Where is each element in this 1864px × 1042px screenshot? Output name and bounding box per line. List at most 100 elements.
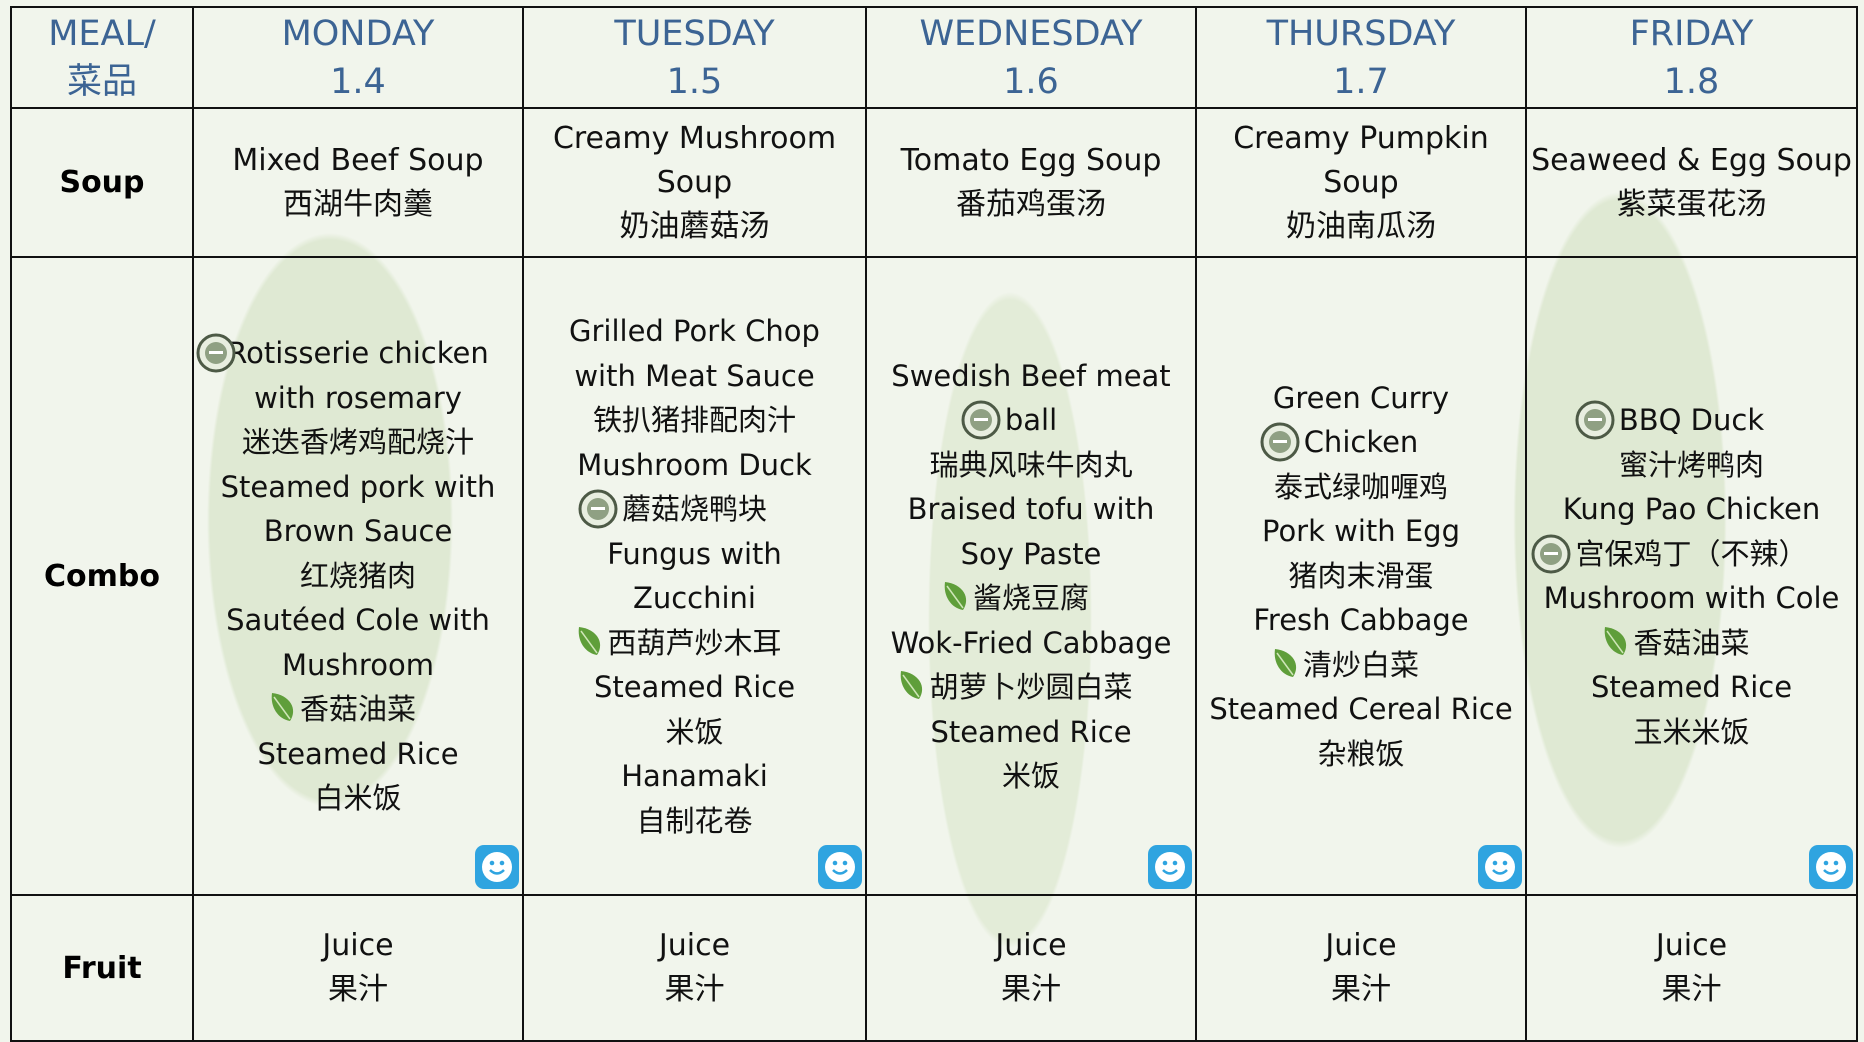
smile-icon — [1148, 845, 1192, 889]
table-cell: Juice 果汁 — [1527, 896, 1858, 1042]
menu-line: Fresh Cabbage — [1253, 603, 1469, 638]
menu-line: Juice — [658, 928, 731, 963]
table-cell: Green Curry Chicken 泰式绿咖喱鸡 Pork with Egg 猪肉末… — [1197, 258, 1527, 896]
menu-line: 米饭 — [665, 714, 724, 749]
menu-line: 果汁 — [664, 972, 725, 1007]
menu-line: 蘑菇烧鸭块 — [621, 492, 767, 526]
header-text: 1.6 — [1003, 61, 1059, 102]
menu-line: 西湖牛肉羹 — [283, 186, 433, 222]
menu-line: 玉米米饭 — [1633, 714, 1750, 749]
menu-line: Braised tofu with — [907, 492, 1155, 526]
leaf-icon — [900, 671, 923, 699]
header-text: 菜品 — [66, 61, 137, 102]
menu-line: Rotisserie chicken — [227, 336, 489, 371]
menu-line: with Meat Sauce — [574, 358, 815, 393]
table-cell: Soup — [10, 109, 194, 258]
menu-line: Pork with Egg — [1261, 514, 1460, 549]
row-label: Fruit — [62, 950, 142, 986]
leaf-icon — [271, 693, 294, 721]
row-label: Soup — [59, 165, 145, 200]
halal-icon — [196, 333, 236, 373]
menu-line: Chicken — [1303, 425, 1419, 460]
menu-line: Tomato Egg Soup — [900, 142, 1162, 178]
menu-line: Steamed Rice — [930, 714, 1132, 749]
table-cell: Juice 果汁 — [194, 896, 524, 1042]
menu-line: Juice — [1325, 928, 1397, 963]
menu-line: Creamy Mushroom — [552, 120, 837, 156]
table-cell: Swedish Beef meat ball 瑞典风味牛肉丸 Braised tofu… — [867, 258, 1197, 896]
menu-line: Wok-Fried Cabbage — [890, 625, 1172, 660]
menu-line: Juice — [995, 928, 1067, 963]
menu-line: Kung Pao Chicken — [1562, 492, 1821, 526]
table-cell: Juice 果汁 — [524, 896, 867, 1042]
menu-line: Steamed Rice — [257, 736, 459, 771]
menu-line: 自制花卷 — [636, 803, 753, 838]
menu-line: 杂粮饭 — [1317, 736, 1405, 771]
menu-line: 西葫芦炒木耳 — [607, 625, 782, 660]
menu-line: 紫菜蛋花汤 — [1616, 186, 1767, 222]
leaf-icon — [944, 582, 967, 610]
smile-icon — [1478, 845, 1522, 889]
leaf-icon — [1274, 649, 1297, 677]
table-cell: FRIDAY 1.8 — [1527, 6, 1858, 109]
menu-line: Steamed Rice — [593, 670, 796, 704]
menu-line: Steamed pork with — [220, 469, 496, 504]
table-cell: THURSDAY 1.7 — [1197, 6, 1527, 109]
menu-line: BBQ Duck — [1618, 403, 1765, 437]
header-text: 1.8 — [1663, 61, 1720, 102]
table-cell: Juice 果汁 — [1197, 896, 1527, 1042]
header-text: THURSDAY — [1266, 13, 1456, 54]
menu-line: Juice — [322, 928, 394, 963]
header-text: WEDNESDAY — [919, 13, 1143, 54]
menu-line: ball — [1004, 403, 1058, 437]
menu-line: 猪肉末滑蛋 — [1288, 558, 1434, 593]
menu-line: Zucchini — [632, 581, 756, 615]
menu-line: 蜜汁烤鸭肉 — [1618, 447, 1764, 482]
menu-line: Steamed Rice — [1590, 670, 1793, 704]
menu-line: 米饭 — [1001, 759, 1060, 793]
menu-line: 番茄鸡蛋汤 — [956, 186, 1106, 222]
menu-line: Sautéed Cole with — [226, 603, 490, 638]
menu-line: 宫保鸡丁（不辣） — [1575, 536, 1808, 571]
header-text: 1.7 — [1333, 61, 1389, 102]
menu-line: Mixed Beef Soup — [232, 142, 484, 178]
table-cell: Creamy Pumpkin Soup 奶油南瓜汤 — [1197, 109, 1527, 258]
menu-line: Steamed Cereal Rice — [1209, 692, 1513, 727]
menu-line: Soup — [1323, 164, 1399, 200]
menu-line: 奶油蘑菇汤 — [619, 208, 770, 244]
header-text: FRIDAY — [1629, 13, 1754, 54]
menu-line: 迷迭香烤鸡配烧汁 — [241, 425, 474, 460]
menu-line: Mushroom with Cole — [1543, 581, 1840, 615]
menu-line: Mushroom Duck — [577, 447, 812, 482]
menu-line: Brown Sauce — [263, 514, 453, 549]
row-label: Combo — [44, 558, 160, 594]
menu-line: 果汁 — [1661, 972, 1722, 1007]
menu-line: with rosemary — [254, 380, 462, 415]
header-text: MONDAY — [281, 13, 435, 54]
smile-icon — [475, 845, 519, 889]
table-cell: BBQ Duck 蜜汁烤鸭肉 Kung Pao Chicken 宫保鸡丁（不辣） Mus… — [1527, 258, 1858, 896]
menu-line: 果汁 — [328, 972, 388, 1007]
menu-line: 红烧猪肉 — [299, 558, 416, 593]
menu-line: 香菇油菜 — [299, 692, 416, 727]
leaf-icon — [578, 627, 601, 655]
menu-line: 香菇油菜 — [1633, 625, 1750, 660]
menu-line: 酱烧豆腐 — [972, 581, 1089, 615]
halal-icon — [1531, 534, 1571, 574]
table-cell: MONDAY 1.4 — [194, 6, 524, 109]
header-text: 1.4 — [330, 61, 386, 102]
menu-line: Fungus with — [607, 536, 782, 571]
menu-line: Green Curry — [1272, 380, 1450, 415]
table-cell: Seaweed & Egg Soup 紫菜蛋花汤 — [1527, 109, 1858, 258]
menu-line: 果汁 — [1331, 972, 1391, 1007]
halal-icon — [578, 489, 618, 529]
header-text: TUESDAY — [614, 13, 775, 54]
menu-line: 奶油南瓜汤 — [1286, 208, 1436, 244]
table-cell: Tomato Egg Soup 番茄鸡蛋汤 — [867, 109, 1197, 258]
halal-icon — [1575, 400, 1615, 440]
menu-line: Soy Paste — [960, 536, 1102, 571]
table-cell: Rotisserie chicken with rosemary 迷迭香烤鸡配烧汁 S… — [194, 258, 524, 896]
menu-line: Hanamaki — [621, 759, 768, 793]
